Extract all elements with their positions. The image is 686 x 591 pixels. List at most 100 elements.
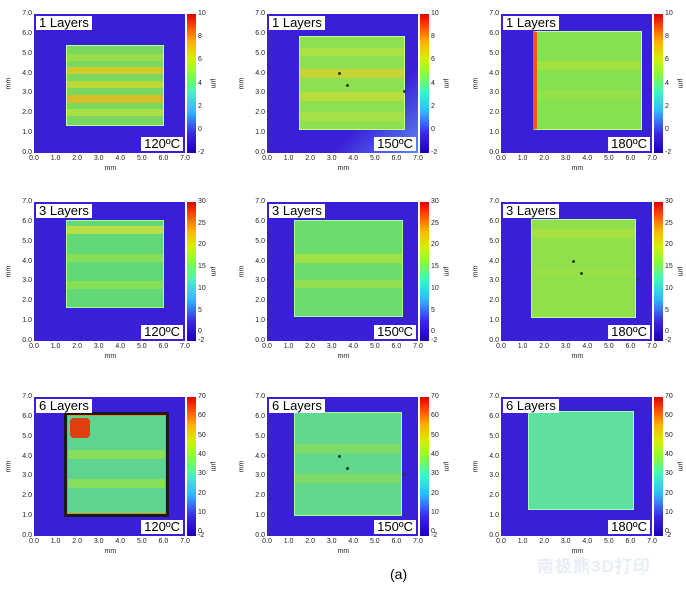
y-axis-title: mm: [5, 460, 13, 472]
heatmap-panel: 6 Layers 180ºC 0.0 1.0 2.0 3.0 4.0 5.0 6.0 7.0 mm 0…: [472, 393, 686, 566]
colorbar-tick-label: 40: [431, 450, 439, 458]
y-tick-label: 3.0: [255, 472, 265, 480]
heatmap-panel: 6 Layers 150ºC 0.0 1.0 2.0 3.0 4.0 5.0 6.0 7.0 mm 0…: [238, 393, 458, 566]
x-tick-label: 1.0: [517, 343, 528, 350]
colorbar-tick-label: 25: [198, 219, 206, 227]
y-axis-title: mm: [238, 77, 246, 89]
height-band: [532, 268, 635, 278]
x-tick-label: 1.0: [50, 538, 61, 545]
colorbar-unit: µm: [442, 461, 450, 471]
y-axis-title: mm: [5, 77, 13, 89]
colorbar-tick-label: 4: [665, 79, 669, 87]
y-axis-title: mm: [472, 265, 480, 277]
y-tick-label: 0.0: [255, 149, 265, 156]
x-tick-label: 6.0: [158, 538, 169, 545]
y-tick-label: 3.0: [22, 89, 32, 97]
height-band: [295, 443, 401, 453]
x-axis-title: mm: [571, 165, 584, 172]
x-tick-label: 0.0: [496, 343, 506, 350]
y-tick-label: 4.0: [22, 452, 32, 460]
colorbar-tick-label: -2: [431, 149, 438, 156]
x-tick-label: 7.0: [180, 538, 190, 545]
y-tick-label: 5.0: [489, 49, 499, 57]
sample-surface: [67, 415, 166, 515]
y-tick-label: 0.0: [489, 532, 499, 539]
y-tick-label: 1.0: [22, 129, 32, 137]
x-tick-label: 4.0: [115, 155, 126, 162]
y-tick-label: 3.0: [22, 277, 32, 285]
colorbar: [654, 397, 663, 536]
colorbar-tick-label: -2: [665, 149, 672, 156]
sample-surface: [294, 412, 402, 516]
temperature-label: 180ºC: [608, 520, 650, 534]
height-band: [299, 112, 404, 121]
colorbar-tick-label: 10: [431, 508, 439, 516]
colorbar-tick-label: 0: [431, 528, 435, 536]
y-tick-label: 1.0: [255, 512, 265, 520]
colorbar-tick-label: 70: [431, 393, 439, 400]
colorbar-tick-label: 10: [431, 10, 439, 17]
y-tick-label: 1.0: [255, 129, 265, 137]
y-tick-label: 6.0: [489, 217, 499, 225]
colorbar-tick-label: -2: [665, 532, 672, 539]
x-tick-label: 2.0: [72, 538, 82, 545]
x-tick-label: 3.0: [560, 538, 571, 545]
heatmap-plot-area: 1 Layers 180ºC: [501, 14, 652, 153]
y-tick-label: 6.0: [22, 217, 32, 225]
colorbar-tick-label: 2: [431, 102, 435, 110]
colorbar: [187, 14, 196, 153]
x-tick-label: 3.0: [93, 155, 104, 162]
x-tick-label: 3.0: [326, 343, 337, 350]
defect-dot: [337, 455, 341, 459]
sample-surface: [294, 220, 404, 317]
y-tick-label: 0.0: [489, 149, 499, 156]
y-tick-label: 2.0: [22, 492, 32, 500]
y-tick-label: 5.0: [255, 49, 265, 57]
height-band: [66, 53, 164, 61]
colorbar-tick-label: 10: [665, 284, 673, 292]
colorbar-tick-label: 15: [665, 263, 673, 271]
colorbar-tick-label: 4: [431, 79, 435, 87]
height-band: [536, 60, 641, 70]
defect-dot: [579, 271, 583, 275]
height-band: [299, 92, 404, 101]
colorbar-tick-label: 5: [198, 306, 202, 314]
x-tick-label: 1.0: [283, 155, 294, 162]
y-tick-label: 6.0: [255, 412, 265, 420]
y-tick-label: 7.0: [22, 198, 32, 205]
height-band: [66, 281, 164, 290]
defect-dot: [636, 278, 640, 282]
x-tick-label: 4.0: [348, 343, 359, 350]
colorbar-tick-label: 40: [198, 450, 206, 458]
x-axis-title: mm: [337, 353, 350, 360]
heatmap-panel: 6 Layers 120ºC 0.0 1.0 2.0 3.0 4.0 5.0 6.0 7.0 mm 0…: [5, 393, 225, 566]
heatmap-panel: 3 Layers 180ºC 0.0 1.0 2.0 3.0 4.0 5.0 6.0 7.0 mm 0…: [472, 198, 686, 371]
heatmap-plot-area: 6 Layers 150ºC: [267, 397, 418, 536]
y-tick-label: 6.0: [22, 412, 32, 420]
y-tick-label: 1.0: [22, 512, 32, 520]
colorbar-tick-label: 30: [665, 198, 673, 205]
x-tick-label: 4.0: [348, 538, 359, 545]
x-tick-label: 0.0: [29, 538, 39, 545]
x-tick-label: 0.0: [496, 155, 506, 162]
heatmap-plot-area: 3 Layers 150ºC: [267, 202, 418, 341]
layer-count-label: 1 Layers: [269, 16, 325, 30]
layer-count-label: 6 Layers: [503, 399, 559, 413]
y-tick-label: 1.0: [255, 317, 265, 325]
colorbar-tick-label: 10: [665, 508, 673, 516]
colorbar-tick-label: 8: [431, 33, 435, 41]
defect-dot: [402, 473, 406, 477]
x-tick-label: 7.0: [180, 343, 190, 350]
y-tick-label: 2.0: [22, 109, 32, 117]
y-tick-label: 0.0: [489, 337, 499, 344]
colorbar-tick-label: 25: [431, 219, 439, 227]
x-tick-label: 3.0: [326, 155, 337, 162]
temperature-label: 150ºC: [374, 520, 416, 534]
y-tick-label: 2.0: [255, 492, 265, 500]
colorbar: [420, 14, 429, 153]
colorbar-tick-label: 20: [665, 489, 673, 497]
x-axis-title: mm: [104, 165, 117, 172]
colorbar-tick-label: 8: [665, 33, 669, 41]
y-tick-label: 3.0: [489, 472, 499, 480]
x-tick-label: 0.0: [262, 538, 272, 545]
